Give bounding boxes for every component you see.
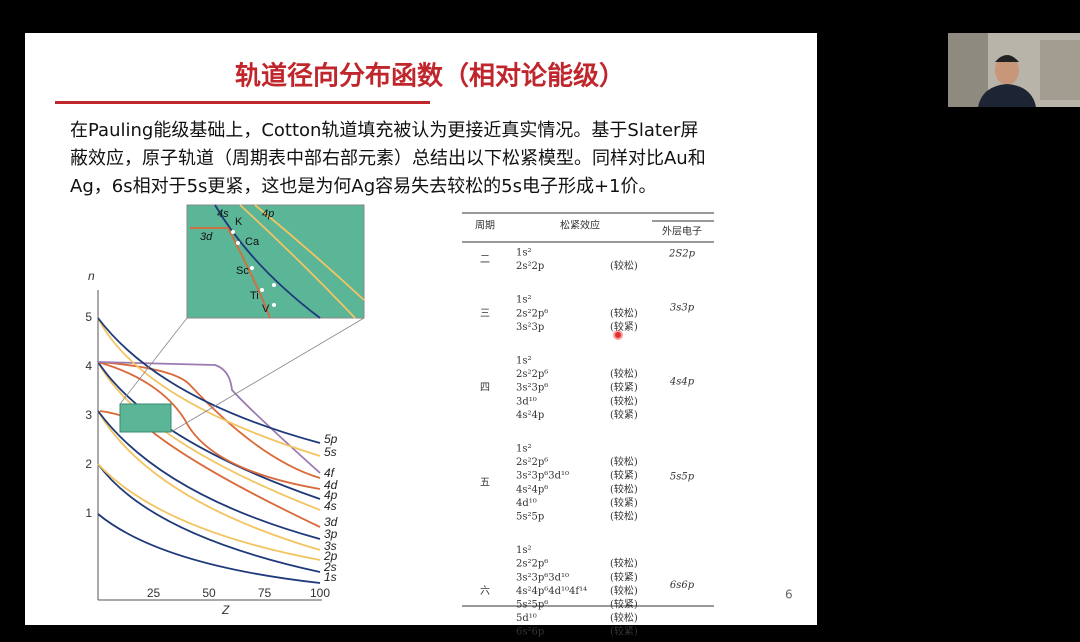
figure xyxy=(97,204,365,601)
config: 1s² xyxy=(516,444,532,455)
effect: (较松) xyxy=(610,394,638,407)
x-tick-label: 75 xyxy=(258,586,272,600)
config: 4s²4p xyxy=(516,410,544,421)
table-header: 周期 xyxy=(475,220,495,232)
inset-label: 4p xyxy=(262,208,274,220)
outer-electrons: 4s4p xyxy=(669,377,695,388)
curve-label: 3p xyxy=(324,527,338,541)
config: 1s² xyxy=(516,356,532,367)
curve-label: 5s xyxy=(324,445,337,459)
effect: (较松) xyxy=(610,367,638,380)
config: 6s²6p xyxy=(516,627,544,638)
period: 三 xyxy=(480,308,490,319)
y-tick-label: 4 xyxy=(85,359,92,373)
inset-label: Ti xyxy=(250,290,259,302)
effect: (较紧) xyxy=(610,570,638,583)
y-axis-label: n xyxy=(88,269,95,283)
effect: (较松) xyxy=(610,510,638,523)
curve-label: 2s xyxy=(323,560,337,574)
period: 六 xyxy=(480,585,490,597)
effect: (较松) xyxy=(610,455,638,468)
y-tick-label: 3 xyxy=(85,408,92,422)
inset-label: V xyxy=(262,303,270,315)
effect: (较紧) xyxy=(610,408,638,421)
curve-label: 3d xyxy=(324,515,338,529)
title-rule xyxy=(55,101,430,104)
curve-label: 1s xyxy=(324,570,337,584)
page-number: 6 xyxy=(785,588,793,602)
effect: (较紧) xyxy=(610,625,638,638)
inset-label: Sc xyxy=(236,265,249,277)
config: 4s²4p⁶4d¹⁰4f¹⁴ xyxy=(516,586,587,597)
inset-label: 3d xyxy=(200,231,213,243)
config: 2s²2p⁶ xyxy=(516,308,548,319)
period: 五 xyxy=(480,478,490,489)
effect: (较松) xyxy=(610,557,638,570)
effect: (较松) xyxy=(610,259,638,272)
config: 5d¹⁰ xyxy=(516,613,537,624)
x-tick-label: 50 xyxy=(202,586,216,600)
curve-label: 5p xyxy=(324,432,338,446)
x-axis-label: Z xyxy=(221,603,230,617)
inset-label: Ca xyxy=(245,236,260,248)
config: 2s²2p⁶ xyxy=(516,559,548,570)
outer-electrons: 6s6p xyxy=(670,580,695,591)
table-header: 外层电子 xyxy=(662,225,702,238)
inset-label: 4s xyxy=(217,208,229,220)
config: 1s² xyxy=(516,545,532,556)
effect: (较紧) xyxy=(610,469,638,482)
x-tick-label: 25 xyxy=(147,586,161,600)
config: 1s² xyxy=(516,248,532,259)
y-tick-label: 2 xyxy=(85,457,92,471)
x-tick-label: 100 xyxy=(310,586,330,600)
laser-pointer xyxy=(613,330,623,340)
inset-label: K xyxy=(235,216,243,228)
effect: (较紧) xyxy=(610,381,638,394)
effect: (较松) xyxy=(610,611,638,624)
config: 5s²5p xyxy=(516,512,544,523)
paragraph-line: Ag，6s相对于5s更紧，这也是为何Ag容易失去较松的5s电子形成+1价。 xyxy=(70,176,657,197)
outer-electrons: 5s5p xyxy=(670,472,695,483)
effect: (较松) xyxy=(610,482,638,495)
webcam xyxy=(948,33,1080,107)
effect: (较松) xyxy=(610,584,638,597)
paragraph-line: 蔽效应，原子轨道（周期表中部右部元素）总结出以下松紧模型。同样对比Au和 xyxy=(70,148,706,169)
curve-label: 4d xyxy=(324,478,338,492)
config: 3s²3p xyxy=(516,322,544,333)
effect: (较紧) xyxy=(610,320,638,333)
period: 二 xyxy=(480,254,490,265)
effect: (较紧) xyxy=(610,598,638,611)
period: 四 xyxy=(480,383,490,394)
slide xyxy=(25,33,817,625)
y-tick-label: 1 xyxy=(85,506,92,520)
slide-title: 轨道径向分布函数（相对论能级） xyxy=(235,61,625,92)
config: 2s²2p⁶ xyxy=(516,369,548,380)
config: 4s²4p⁶ xyxy=(516,484,548,495)
curve-label: 4p xyxy=(324,488,338,502)
curve-label: 4s xyxy=(324,499,337,513)
effect: (较紧) xyxy=(610,496,638,509)
config: 3s²3p⁶ xyxy=(516,383,548,394)
table-header: 松紧效应 xyxy=(560,219,600,232)
effect: (较松) xyxy=(610,306,638,319)
config: 1s² xyxy=(516,295,532,306)
curve-label: 3s xyxy=(324,539,337,553)
outer-electrons: 2S2p xyxy=(668,248,696,259)
curve-label: 2p xyxy=(323,549,338,563)
config: 3s²3p⁶3d¹⁰ xyxy=(516,471,569,482)
config: 3s²3p⁶3d¹⁰ xyxy=(516,572,569,583)
config: 2s²2p⁶ xyxy=(516,457,548,468)
config: 2s²2p xyxy=(516,261,544,272)
config: 3d¹⁰ xyxy=(516,396,537,407)
curve-label: 4f xyxy=(324,466,336,480)
y-tick-label: 5 xyxy=(85,310,92,324)
config: 5s²5p⁶ xyxy=(516,600,548,611)
outer-electrons: 3s3p xyxy=(670,302,695,313)
config: 4d¹⁰ xyxy=(516,498,537,509)
paragraph-line: 在Pauling能级基础上，Cotton轨道填充被认为更接近真实情况。基于Sla… xyxy=(70,120,698,141)
